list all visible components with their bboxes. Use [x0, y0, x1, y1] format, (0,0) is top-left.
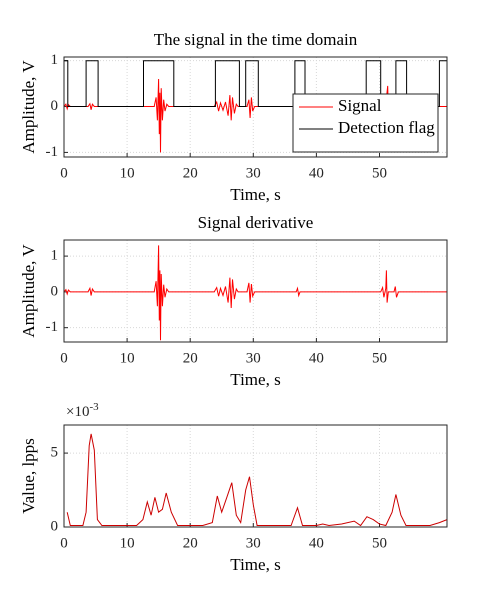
legend-box	[292, 93, 439, 153]
chart-title: Signal derivative	[198, 213, 314, 232]
y-scale-base: ×10	[66, 404, 89, 420]
series-line	[63, 245, 447, 341]
x-tick-label: 0	[60, 350, 68, 366]
axes-box	[63, 424, 448, 528]
x-tick-label: 30	[246, 535, 261, 551]
x-tick-label: 40	[309, 350, 324, 366]
legend-label: Signal	[338, 96, 382, 115]
y-tick-label: 0	[51, 518, 59, 534]
y-scale-label: ×10-3	[66, 401, 99, 421]
x-tick-label: 10	[120, 535, 135, 551]
y-tick-label: 5	[51, 445, 59, 461]
y-tick-label: 0	[51, 283, 59, 299]
series-line	[64, 60, 447, 107]
legend-label: Detection flag	[338, 118, 435, 137]
x-tick-label: 20	[183, 535, 198, 551]
y-tick-label: -1	[46, 144, 59, 160]
series-line	[66, 433, 448, 527]
x-tick-label: 10	[120, 350, 135, 366]
x-axis-label: Time, s	[230, 185, 280, 204]
x-tick-label: 30	[246, 165, 261, 181]
plot-area	[64, 240, 447, 342]
x-tick-label: 10	[120, 165, 135, 181]
x-tick-label: 50	[372, 350, 387, 366]
x-tick-label: 40	[309, 165, 324, 181]
x-tick-label: 20	[183, 165, 198, 181]
y-tick-label: 0	[51, 98, 59, 114]
axes-box	[63, 56, 448, 158]
y-tick-label: 1	[51, 52, 59, 68]
x-tick-label: 30	[246, 350, 261, 366]
x-tick-label: 0	[60, 535, 68, 551]
chart-title: The signal in the time domain	[154, 30, 358, 49]
x-axis-label: Time, s	[230, 555, 280, 574]
y-tick-label: -1	[46, 319, 59, 335]
y-scale-exponent: -3	[89, 401, 99, 413]
x-tick-label: 40	[309, 535, 324, 551]
y-tick-label: 1	[51, 248, 59, 264]
y-axis-label: Amplitude, V	[19, 60, 38, 154]
axes-box	[63, 239, 448, 343]
plot-area	[64, 425, 447, 527]
x-tick-label: 0	[60, 165, 68, 181]
x-tick-label: 50	[372, 165, 387, 181]
x-tick-label: 50	[372, 535, 387, 551]
y-axis-label: Value, lpps	[19, 438, 38, 514]
x-axis-label: Time, s	[230, 370, 280, 389]
x-tick-label: 20	[183, 350, 198, 366]
y-axis-label: Amplitude, V	[19, 244, 38, 338]
